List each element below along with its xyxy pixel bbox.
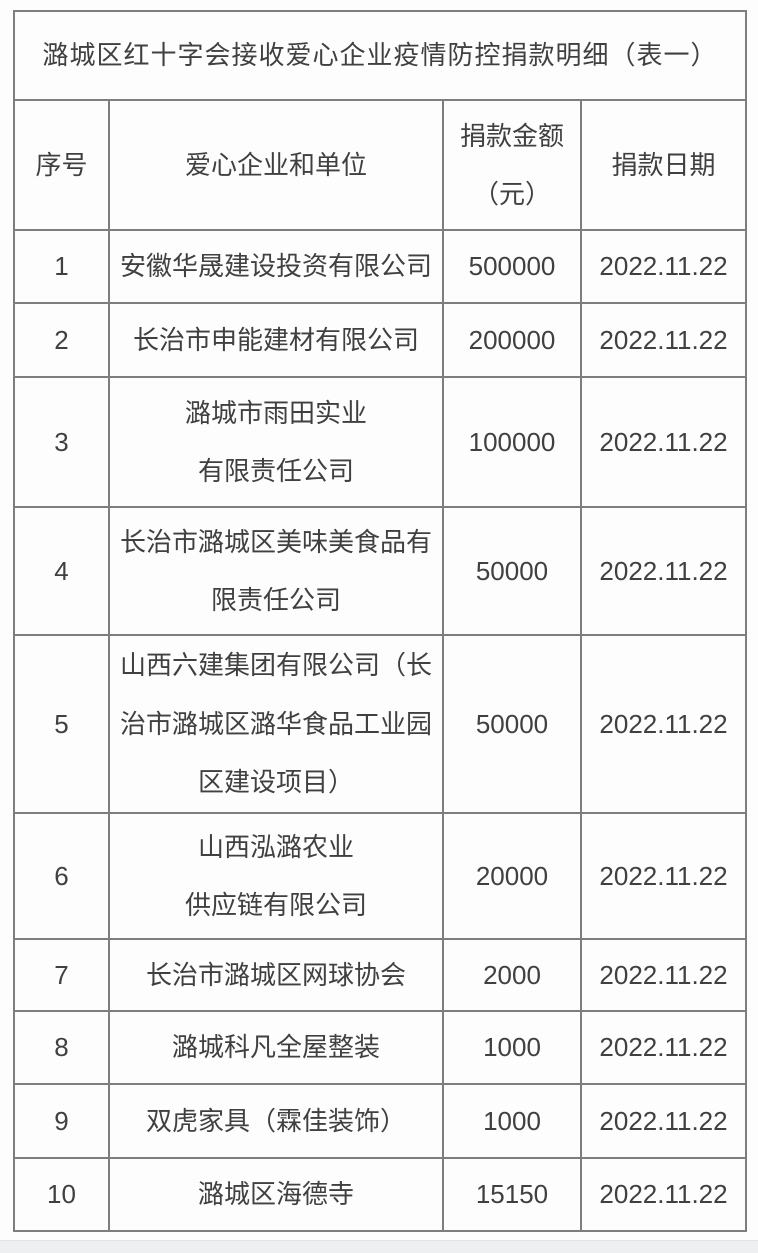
header-company: 爱心企业和单位 bbox=[108, 99, 444, 231]
amount-cell: 20000 bbox=[442, 812, 582, 940]
company-cell: 山西泓潞农业 供应链有限公司 bbox=[108, 812, 444, 940]
donation-table: 潞城区红十字会接收爱心企业疫情防控捐款明细（表一） 序号 爱心企业和单位 捐款金… bbox=[12, 10, 748, 1232]
header-amount: 捐款金额 （元） bbox=[442, 99, 582, 231]
company-cell: 长治市申能建材有限公司 bbox=[108, 302, 444, 378]
amount-cell: 50000 bbox=[442, 634, 582, 814]
amount-cell: 50000 bbox=[442, 506, 582, 636]
date-cell: 2022.11.22 bbox=[579, 229, 748, 304]
table-row: 9 双虎家具（霖佳装饰） 1000 2022.11.22 bbox=[13, 1083, 748, 1159]
table-row: 7 长治市潞城区网球协会 2000 2022.11.22 bbox=[13, 938, 748, 1012]
row-no: 5 bbox=[13, 634, 110, 814]
date-cell: 2022.11.22 bbox=[579, 1157, 748, 1232]
date-cell: 2022.11.22 bbox=[579, 376, 748, 508]
amount-cell: 500000 bbox=[442, 229, 582, 304]
table-row: 10 潞城区海德寺 15150 2022.11.22 bbox=[13, 1157, 748, 1232]
date-cell: 2022.11.22 bbox=[579, 634, 748, 814]
amount-cell: 1000 bbox=[442, 1083, 582, 1159]
company-cell: 双虎家具（霖佳装饰） bbox=[108, 1083, 444, 1159]
amount-cell: 15150 bbox=[442, 1157, 582, 1232]
company-cell: 潞城市雨田实业 有限责任公司 bbox=[108, 376, 444, 508]
table-title: 潞城区红十字会接收爱心企业疫情防控捐款明细（表一） bbox=[12, 10, 748, 101]
page-bottom-strip bbox=[0, 1240, 758, 1253]
row-no: 7 bbox=[13, 938, 110, 1012]
row-no: 2 bbox=[13, 302, 110, 378]
table-row: 6 山西泓潞农业 供应链有限公司 20000 2022.11.22 bbox=[13, 812, 748, 940]
date-cell: 2022.11.22 bbox=[579, 938, 748, 1012]
table-row: 5 山西六建集团有限公司（长 治市潞城区潞华食品工业园 区建设项目） 50000… bbox=[13, 634, 748, 814]
amount-cell: 100000 bbox=[442, 376, 582, 508]
row-no: 4 bbox=[13, 506, 110, 636]
row-no: 9 bbox=[13, 1083, 110, 1159]
company-cell: 潞城科凡全屋整装 bbox=[108, 1010, 444, 1085]
row-no: 1 bbox=[13, 229, 110, 304]
row-no: 8 bbox=[13, 1010, 110, 1085]
header-no: 序号 bbox=[13, 99, 110, 231]
company-cell: 潞城区海德寺 bbox=[108, 1157, 444, 1232]
table-row: 3 潞城市雨田实业 有限责任公司 100000 2022.11.22 bbox=[13, 376, 748, 508]
row-no: 10 bbox=[13, 1157, 110, 1232]
table-row: 2 长治市申能建材有限公司 200000 2022.11.22 bbox=[13, 302, 748, 378]
date-cell: 2022.11.22 bbox=[579, 1010, 748, 1085]
company-cell: 安徽华晟建设投资有限公司 bbox=[108, 229, 444, 304]
table-row: 4 长治市潞城区美味美食品有 限责任公司 50000 2022.11.22 bbox=[13, 506, 748, 636]
header-date: 捐款日期 bbox=[579, 99, 748, 231]
table-row: 8 潞城科凡全屋整装 1000 2022.11.22 bbox=[13, 1010, 748, 1085]
table-row: 1 安徽华晟建设投资有限公司 500000 2022.11.22 bbox=[13, 229, 748, 304]
amount-cell: 1000 bbox=[442, 1010, 582, 1085]
company-cell: 长治市潞城区网球协会 bbox=[108, 938, 444, 1012]
row-no: 6 bbox=[13, 812, 110, 940]
header-row: 序号 爱心企业和单位 捐款金额 （元） 捐款日期 bbox=[13, 99, 748, 231]
date-cell: 2022.11.22 bbox=[579, 1083, 748, 1159]
amount-cell: 2000 bbox=[442, 938, 582, 1012]
date-cell: 2022.11.22 bbox=[579, 302, 748, 378]
amount-cell: 200000 bbox=[442, 302, 582, 378]
date-cell: 2022.11.22 bbox=[579, 812, 748, 940]
company-cell: 长治市潞城区美味美食品有 限责任公司 bbox=[108, 506, 444, 636]
title-row: 潞城区红十字会接收爱心企业疫情防控捐款明细（表一） bbox=[12, 10, 748, 101]
row-no: 3 bbox=[13, 376, 110, 508]
date-cell: 2022.11.22 bbox=[579, 506, 748, 636]
company-cell: 山西六建集团有限公司（长 治市潞城区潞华食品工业园 区建设项目） bbox=[108, 634, 444, 814]
